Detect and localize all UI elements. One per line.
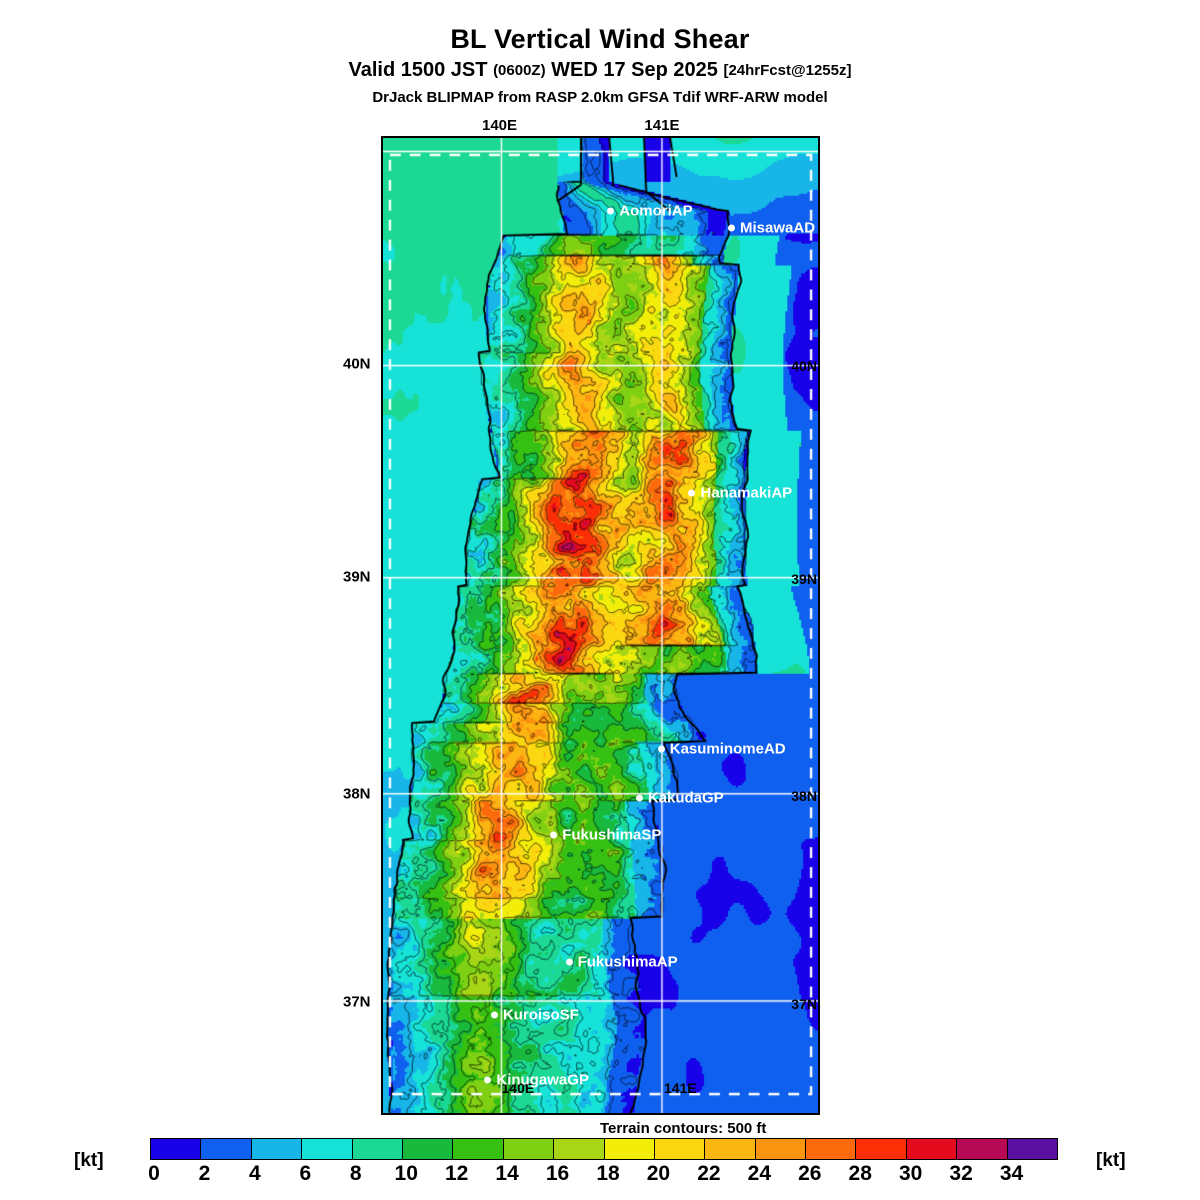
lat-label-40N: 40N bbox=[343, 355, 371, 373]
colorbar-swatch-8 bbox=[352, 1139, 403, 1159]
colorbar-swatch-16 bbox=[554, 1139, 605, 1159]
map-plot-area[interactable]: 40N 39N 38N 37N 140E 141E AomoriAP MisawaAD Hana… bbox=[381, 136, 820, 1115]
colorbar-swatch-0 bbox=[151, 1139, 202, 1159]
colorbar-tick-26: 26 bbox=[798, 1162, 822, 1185]
valid-prefix: Valid 1500 JST bbox=[348, 59, 488, 81]
lat-label-39N: 39N bbox=[343, 568, 371, 586]
terrain-contour-note: Terrain contours: 500 ft bbox=[600, 1120, 767, 1137]
colorbar-tick-16: 16 bbox=[545, 1162, 570, 1185]
colorbar-swatch-32 bbox=[957, 1139, 1008, 1159]
colorbar-swatch-4 bbox=[251, 1139, 303, 1159]
lat-label-37N: 37N bbox=[343, 993, 371, 1011]
lon-label-141E: 141E bbox=[644, 117, 680, 134]
model-line: DrJack BLIPMAP from RASP 2.0km GFSA Tdif… bbox=[372, 89, 828, 106]
colorbar-tick-12: 12 bbox=[444, 1162, 469, 1185]
forecast-tag: [24hrFcst@1255z] bbox=[723, 62, 852, 79]
lat-label-38N: 38N bbox=[343, 785, 371, 803]
colorbar-tick-24: 24 bbox=[747, 1162, 772, 1185]
colorbar-tick-0: 0 bbox=[148, 1162, 160, 1185]
valid-utc: (0600Z) bbox=[493, 62, 546, 79]
colorbar-tick-22: 22 bbox=[697, 1162, 721, 1185]
colorbar-swatches bbox=[150, 1138, 1058, 1160]
colorbar-swatch-24 bbox=[755, 1139, 807, 1159]
colorbar-tick-8: 8 bbox=[349, 1162, 362, 1185]
colorbar-swatch-2 bbox=[201, 1139, 252, 1159]
colorbar-swatch-34 bbox=[1007, 1139, 1058, 1159]
wind-shear-heatmap bbox=[383, 138, 818, 1113]
colorbar-swatch-22 bbox=[705, 1139, 756, 1159]
colorbar-tick-14: 14 bbox=[495, 1162, 519, 1185]
colorbar-swatch-28 bbox=[856, 1139, 907, 1159]
colorbar-swatch-26 bbox=[806, 1139, 857, 1159]
page-title: BL Vertical Wind Shear bbox=[450, 24, 750, 54]
colorbar-swatch-18 bbox=[604, 1139, 655, 1159]
colorbar-tick-32: 32 bbox=[949, 1162, 973, 1185]
colorbar-tick-6: 6 bbox=[299, 1162, 312, 1185]
colorbar-tick-30: 30 bbox=[898, 1162, 923, 1185]
valid-date: WED 17 Sep 2025 bbox=[551, 59, 718, 81]
colorbar-swatch-12 bbox=[453, 1139, 504, 1159]
colorbar-swatch-6 bbox=[302, 1139, 353, 1159]
colorbar-tick-34: 34 bbox=[999, 1162, 1024, 1185]
colorbar-tick-2: 2 bbox=[198, 1162, 211, 1185]
colorbar-swatch-20 bbox=[654, 1139, 706, 1159]
colorbar-unit-right: [kt] bbox=[1096, 1150, 1126, 1171]
colorbar-swatch-30 bbox=[906, 1139, 958, 1159]
colorbar[interactable] bbox=[150, 1138, 1058, 1160]
colorbar-tick-10: 10 bbox=[394, 1162, 418, 1185]
colorbar-unit-left: [kt] bbox=[74, 1150, 104, 1171]
colorbar-tick-4: 4 bbox=[249, 1162, 261, 1185]
colorbar-tick-18: 18 bbox=[596, 1162, 620, 1185]
title-block: BL Vertical Wind Shear Valid 1500 JST (0… bbox=[0, 24, 1200, 108]
colorbar-swatch-14 bbox=[503, 1139, 555, 1159]
valid-time-line: Valid 1500 JST (0600Z) WED 17 Sep 2025 [… bbox=[0, 57, 1200, 85]
colorbar-tick-labels: 0 2 4 6 8 10 12 14 16 18 20 22 24 26 28 30 32 34 bbox=[148, 1161, 1058, 1191]
colorbar-tick-20: 20 bbox=[646, 1162, 671, 1185]
colorbar-tick-28: 28 bbox=[848, 1162, 872, 1185]
colorbar-swatch-10 bbox=[402, 1139, 454, 1159]
lon-label-140E: 140E bbox=[481, 117, 518, 134]
